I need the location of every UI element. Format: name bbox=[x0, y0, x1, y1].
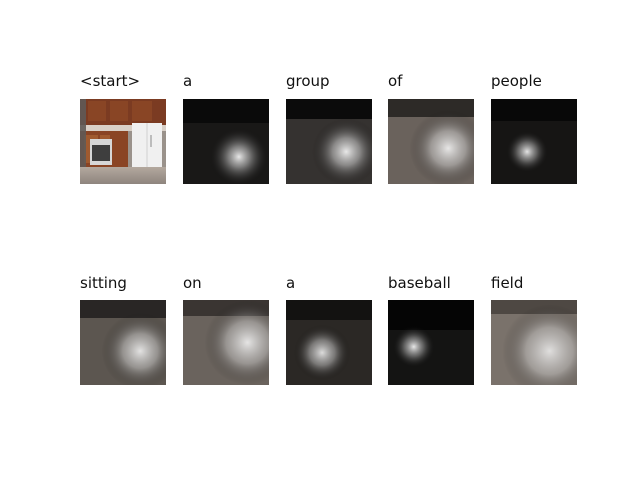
attention-map-field bbox=[491, 300, 577, 385]
token-label-6: sitting bbox=[80, 274, 127, 292]
attention-map-on bbox=[183, 300, 269, 385]
attention-map-a-2 bbox=[286, 300, 372, 385]
attention-map-of bbox=[388, 99, 474, 184]
attention-map-people bbox=[491, 99, 577, 184]
token-label-3: group bbox=[286, 72, 330, 90]
token-label-9: baseball bbox=[388, 274, 451, 292]
token-label-2: a bbox=[183, 72, 193, 90]
attention-map-group bbox=[286, 99, 372, 184]
token-label-4: of bbox=[388, 72, 403, 90]
token-label-8: a bbox=[286, 274, 296, 292]
token-label-1: <start> bbox=[80, 72, 141, 90]
original-kitchen-image bbox=[80, 99, 166, 184]
token-label-10: field bbox=[491, 274, 524, 292]
token-label-5: people bbox=[491, 72, 542, 90]
attention-map-a-1 bbox=[183, 99, 269, 184]
attention-map-sitting bbox=[80, 300, 166, 385]
token-label-7: on bbox=[183, 274, 202, 292]
attention-map-baseball bbox=[388, 300, 474, 385]
